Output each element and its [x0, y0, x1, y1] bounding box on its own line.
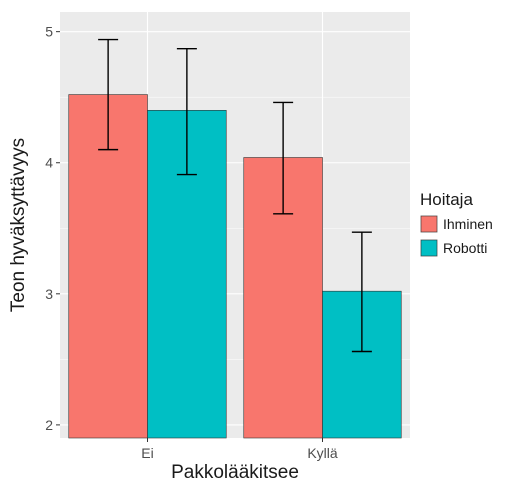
legend-key-ihminen: [420, 215, 438, 233]
legend-key-robotti: [420, 239, 438, 257]
error-bar-ihminen-2: [273, 101, 294, 215]
x-tick-label: Kyllä: [307, 445, 338, 461]
x-axis-title: Pakkolääkitsee: [171, 462, 299, 483]
legend-label-ihminen: Ihminen: [443, 216, 493, 232]
legend: Hoitaja Ihminen Robotti: [420, 190, 493, 257]
y-axis-title: Teon hyväksyttävyys: [8, 138, 29, 312]
error-bar-robotti-1: [176, 48, 197, 176]
error-bars: [98, 38, 372, 353]
y-tick-label: 3: [45, 286, 53, 302]
x-tick-label: Ei: [141, 445, 153, 461]
legend-label-robotti: Robotti: [443, 240, 487, 256]
legend-title: Hoitaja: [420, 190, 473, 209]
error-bar-ihminen-1: [98, 38, 119, 151]
y-axis: 2 3 4 5: [45, 24, 60, 433]
y-tick-label: 2: [45, 417, 53, 433]
y-tick-label: 5: [45, 24, 53, 40]
y-tick-label: 4: [45, 155, 53, 171]
x-axis: Ei Kyllä: [141, 438, 338, 461]
bar-ihminen-1: [68, 94, 148, 439]
error-bar-robotti-2: [351, 231, 372, 353]
